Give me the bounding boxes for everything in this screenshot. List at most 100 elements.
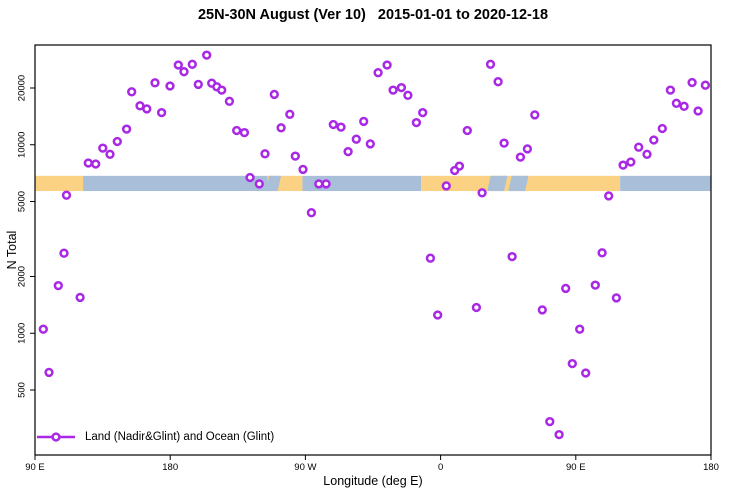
data-point [98,143,108,153]
data-point [61,190,72,200]
data-point [53,280,63,291]
band-segment-ocean [302,175,422,192]
chart-title: 25N-30N August (Ver 10) 2015-01-01 to 20… [197,7,549,23]
x-tick-label: 180 [162,462,178,473]
ocean-inlet [523,175,529,192]
data-point [537,305,547,315]
data-point [127,87,137,97]
data-point [44,367,54,378]
data-point [382,60,392,70]
legend-circle-icon [51,432,61,442]
x-tick-label: 90 E [566,462,586,473]
data-point [359,116,369,127]
ocean-inlet [516,175,522,192]
data-point [515,152,526,162]
data-point [679,101,689,111]
band-segment-land [35,175,84,192]
ocean-inlet [521,175,527,192]
data-point [477,188,487,198]
ocean-inlet [509,175,516,192]
data-point [365,139,375,149]
data-point [649,135,659,145]
data-point [217,85,227,95]
data-point [611,293,622,303]
data-point [142,104,152,114]
data-point [173,60,183,70]
data-point [634,142,644,152]
ocean-inlet [269,175,275,192]
ocean-inlet [513,175,519,192]
data-point [441,181,451,191]
data-point [351,134,361,144]
ocean-inlet [500,175,506,192]
data-point [290,151,300,161]
data-point [450,165,460,176]
data-point [642,149,652,159]
data-point [276,123,286,133]
data-point [298,164,308,175]
data-point [545,416,555,427]
data-point [285,109,295,119]
ocean-inlet [267,175,273,192]
data-point [471,302,482,313]
y-tick-label: 500 [17,382,28,398]
data-point [522,144,533,154]
data-point [150,78,160,88]
band-segment-ocean [620,175,711,192]
data-point [75,292,85,303]
ocean-inlet [514,175,521,192]
data-point [254,179,264,189]
y-tick-label: 20000 [17,75,28,101]
ocean-inlet [488,175,495,192]
data-point [156,107,167,118]
ocean-inlet [495,175,501,192]
data-point [38,324,48,334]
x-tick-label: 90 W [294,462,316,473]
ocean-inlet [518,175,524,192]
data-point [581,368,591,378]
x-axis-title: Longitude (deg E) [323,474,423,488]
x-tick-label: 90 E [25,462,45,473]
legend-marker-icon [37,432,75,442]
data-point [499,138,509,148]
data-point [657,123,667,134]
legend: Land (Nadir&Glint) and Ocean (Glint) [36,430,274,444]
ocean-inlet [492,175,498,192]
data-point [418,107,428,118]
data-point [165,81,175,91]
data-point [493,77,503,87]
data-point [187,59,197,69]
data-point [112,136,122,147]
y-tick-label: 10000 [17,132,28,158]
data-point [336,122,346,132]
data-point [306,208,317,218]
ocean-inlet [502,175,508,192]
data-point [321,179,331,189]
data-point [245,172,255,183]
data-point [314,179,324,189]
data-point [396,82,407,93]
data-point [671,98,682,108]
ocean-inlet [274,175,280,192]
data-point [561,283,571,294]
data-point [193,79,203,90]
data-point [425,253,436,263]
data-point [59,248,69,258]
data-point [388,85,398,95]
ocean-inlet [490,175,496,192]
y-tick-label: 1000 [17,323,28,344]
ocean-inlet [497,175,503,192]
ocean-inlet [511,175,517,192]
data-point [105,149,115,159]
data-point [239,127,250,138]
ocean-inlet [487,175,493,192]
data-point [626,157,636,167]
data-point [590,280,600,290]
data-point [411,117,422,128]
data-point [202,50,212,60]
data-point [604,191,614,201]
data-point [618,160,628,170]
ocean-inlet [498,175,505,192]
